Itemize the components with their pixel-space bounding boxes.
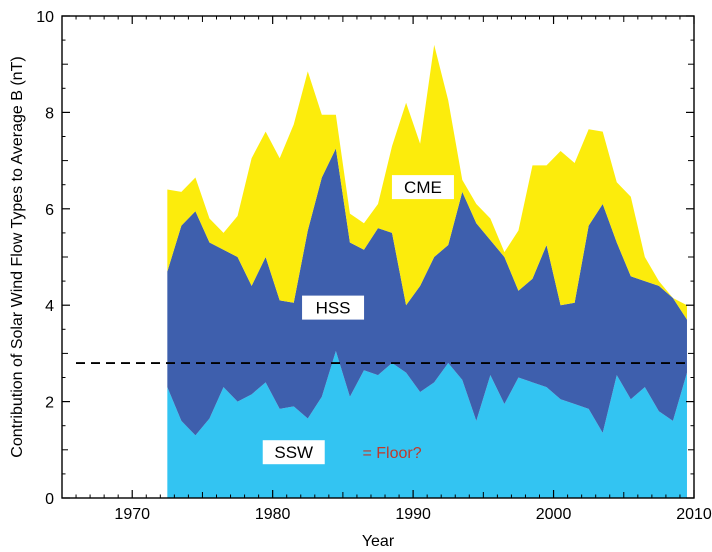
x-tick-label: 1990 — [395, 506, 431, 523]
x-tick-label: 1970 — [114, 506, 150, 523]
x-tick-label: 2000 — [536, 506, 572, 523]
y-tick-label: 10 — [36, 9, 54, 26]
axis-ticks: 1970 1980 1990 2000 2010 0 2 4 6 8 10 — [36, 9, 712, 523]
y-tick-label: 8 — [45, 105, 54, 122]
area-layers — [167, 44, 687, 498]
annotations-group: CME HSS SSW = Floor? — [262, 175, 454, 465]
y-tick-label: 4 — [45, 298, 54, 315]
label-box-hss — [302, 295, 365, 320]
x-tick-label: 1980 — [255, 506, 291, 523]
x-tick-label: 2010 — [676, 506, 712, 523]
annotation-floor-note: = Floor? — [362, 445, 421, 462]
label-box-cme — [391, 175, 454, 200]
y-tick-label: 2 — [45, 395, 54, 412]
label-hss: HSS — [316, 299, 351, 318]
y-tick-label: 0 — [45, 491, 54, 508]
x-axis-title: Year — [362, 533, 395, 550]
label-ssw: SSW — [274, 443, 313, 462]
y-tick-label: 6 — [45, 202, 54, 219]
label-cme: CME — [404, 178, 442, 197]
y-axis-title: Contribution of Solar Wind Flow Types to… — [9, 56, 26, 457]
label-box-ssw — [262, 440, 325, 465]
